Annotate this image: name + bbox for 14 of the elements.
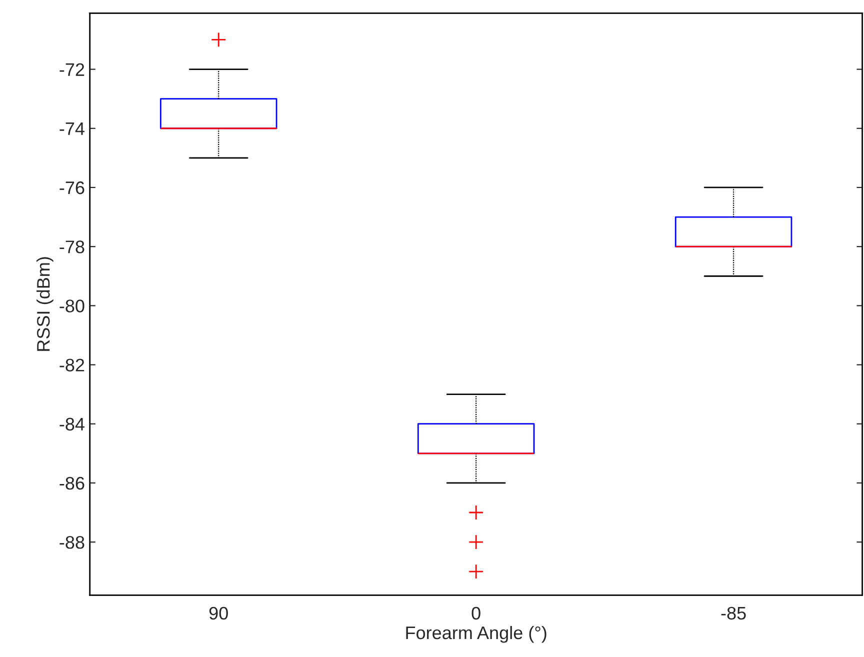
y-tick-label: -84 bbox=[60, 418, 84, 431]
x-axis-title: Forearm Angle (°) bbox=[406, 626, 546, 643]
y-tick-label: -74 bbox=[60, 122, 84, 135]
y-tick-label: -80 bbox=[60, 300, 84, 312]
y-tick-label: -72 bbox=[60, 63, 84, 76]
y-tick-label: -76 bbox=[60, 181, 84, 194]
y-tick-label: -82 bbox=[60, 358, 84, 372]
y-axis-title: RSSI (dBm) bbox=[36, 257, 54, 351]
x-tick-label: 0 bbox=[472, 606, 480, 620]
y-tick-label: -88 bbox=[60, 536, 84, 549]
y-tick-label: -86 bbox=[60, 476, 84, 490]
x-tick-label: 90 bbox=[209, 606, 228, 620]
y-tick-label: -78 bbox=[60, 240, 84, 254]
x-tick-label: -85 bbox=[721, 606, 746, 620]
